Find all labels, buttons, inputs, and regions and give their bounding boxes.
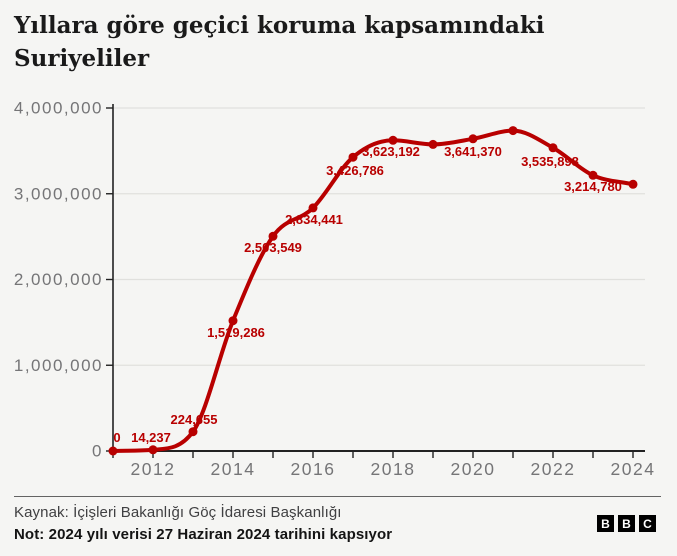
x-tick-label: 2012: [131, 459, 176, 479]
x-tick-label: 2014: [211, 459, 256, 479]
data-value-label: 3,641,370: [444, 144, 502, 159]
data-point: [508, 126, 518, 136]
data-point: [628, 179, 638, 189]
data-point: [188, 427, 198, 437]
data-value-label: 3,214,780: [564, 179, 622, 194]
x-tick-label: 2024: [611, 459, 656, 479]
source-text: Kaynak: İçişleri Bakanlığı Göç İdaresi B…: [14, 504, 342, 521]
data-value-label: 2,503,549: [244, 240, 302, 255]
data-point: [468, 134, 478, 144]
y-tick-label: 3,000,000: [14, 184, 103, 203]
data-point: [388, 135, 398, 145]
data-point: [108, 446, 118, 456]
x-tick-label: 2020: [451, 459, 496, 479]
data-value-label: 2,834,441: [285, 212, 343, 227]
data-point: [228, 316, 238, 326]
bbc-logo: B B C: [597, 515, 656, 532]
y-tick-label: 4,000,000: [14, 99, 103, 118]
x-tick-label: 2018: [371, 459, 416, 479]
data-line: [111, 128, 635, 453]
data-point: [588, 170, 598, 180]
footer-divider: [14, 496, 661, 497]
data-value-label: 14,237: [131, 430, 171, 445]
data-value-label: 3,535,898: [521, 154, 579, 169]
y-tick-label: 1,000,000: [14, 356, 103, 375]
data-value-label: 224,655: [171, 412, 218, 427]
data-point: [428, 139, 438, 149]
data-point: [548, 143, 558, 153]
data-point: [268, 231, 278, 241]
line-chart: 0 1,000,000 2,000,000 3,000,000 4,000,000 201…: [14, 99, 656, 480]
data-value-label: 3,426,786: [326, 163, 384, 178]
data-point: [308, 203, 318, 213]
data-value-label: 0: [113, 430, 120, 445]
y-tick-label: 0: [92, 442, 103, 461]
bbc-logo-block: B: [618, 515, 635, 532]
data-point: [148, 445, 158, 455]
x-tick-label: 2022: [531, 459, 576, 479]
y-tick-label: 2,000,000: [14, 270, 103, 289]
x-tick-label: 2016: [291, 459, 336, 479]
data-value-label: 1,519,286: [207, 325, 265, 340]
bbc-logo-block: B: [597, 515, 614, 532]
data-point: [348, 152, 358, 162]
bbc-logo-block: C: [639, 515, 656, 532]
note-text: Not: 2024 yılı verisi 27 Haziran 2024 ta…: [14, 526, 393, 543]
data-value-label: 3,623,192: [362, 144, 420, 159]
chart-title: Yıllara göre geçici koruma kapsamındaki …: [14, 12, 545, 72]
